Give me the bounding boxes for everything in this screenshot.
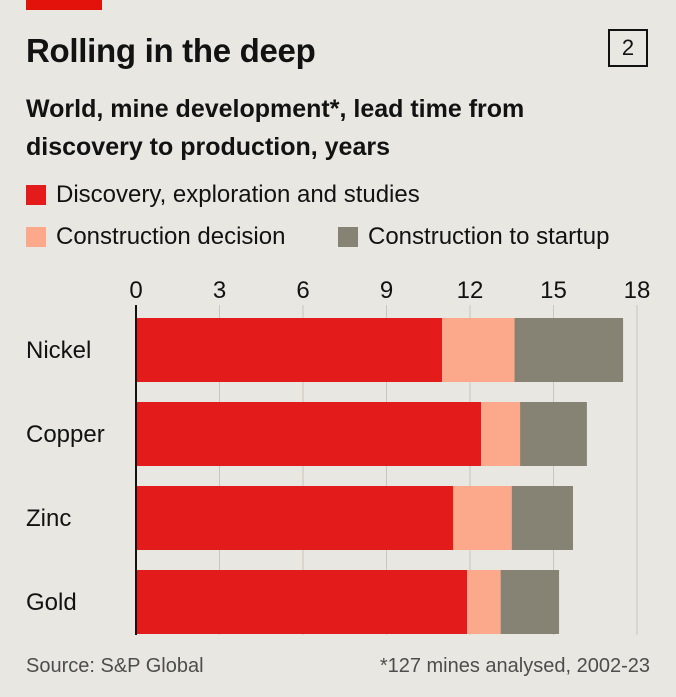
bar-copper-construction-to-startup bbox=[520, 402, 587, 466]
x-tick-label-15: 15 bbox=[540, 277, 567, 304]
category-label-gold: Gold bbox=[26, 589, 77, 616]
bar-gold-discovery-exploration-and-studies bbox=[136, 570, 468, 634]
x-tick-label-6: 6 bbox=[296, 277, 309, 304]
bar-nickel-construction-to-startup bbox=[514, 318, 624, 382]
category-label-nickel: Nickel bbox=[26, 337, 91, 364]
legend-item-decision: Construction decision bbox=[26, 223, 285, 251]
bar-zinc-discovery-exploration-and-studies bbox=[136, 486, 454, 550]
x-tick-label-9: 9 bbox=[380, 277, 393, 304]
x-tick-label-18: 18 bbox=[624, 277, 651, 304]
bar-nickel-discovery-exploration-and-studies bbox=[136, 318, 443, 382]
bar-gold-construction-decision bbox=[467, 570, 501, 634]
legend-label-decision: Construction decision bbox=[56, 223, 286, 250]
bars-layer bbox=[136, 318, 624, 634]
bar-copper-construction-decision bbox=[481, 402, 521, 466]
chart-title: Rolling in the deep bbox=[26, 32, 316, 69]
legend-item-startup: Construction to startup bbox=[338, 223, 609, 251]
legend-item-discovery: Discovery, exploration and studies bbox=[26, 181, 420, 209]
x-tick-label-12: 12 bbox=[457, 277, 484, 304]
legend-swatch-startup bbox=[338, 227, 358, 247]
category-label-copper: Copper bbox=[26, 421, 105, 448]
labels-layer: 0 3 6 9 12 15 18 Nickel Copper Zinc Gold bbox=[26, 277, 650, 635]
chart-number-badge: 2 bbox=[608, 29, 648, 67]
bar-copper-discovery-exploration-and-studies bbox=[136, 402, 482, 466]
bar-nickel-construction-decision bbox=[442, 318, 515, 382]
x-tick-label-3: 3 bbox=[213, 277, 226, 304]
footnote: *127 mines analysed, 2002-23 bbox=[379, 655, 650, 677]
x-tick-label-0: 0 bbox=[129, 277, 142, 304]
bar-gold-construction-to-startup bbox=[500, 570, 560, 634]
legend-label-discovery: Discovery, exploration and studies bbox=[56, 181, 420, 208]
legend-swatch-discovery bbox=[26, 185, 46, 205]
legend-label-startup: Construction to startup bbox=[368, 223, 610, 250]
category-label-zinc: Zinc bbox=[26, 505, 71, 532]
bar-zinc-construction-decision bbox=[453, 486, 512, 550]
bar-zinc-construction-to-startup bbox=[511, 486, 573, 550]
chart-subtitle: World, mine development*, lead time from… bbox=[26, 95, 525, 161]
legend-swatch-decision bbox=[26, 227, 46, 247]
brand-bar bbox=[26, 0, 102, 10]
source-note: Source: S&P Global bbox=[26, 655, 204, 677]
